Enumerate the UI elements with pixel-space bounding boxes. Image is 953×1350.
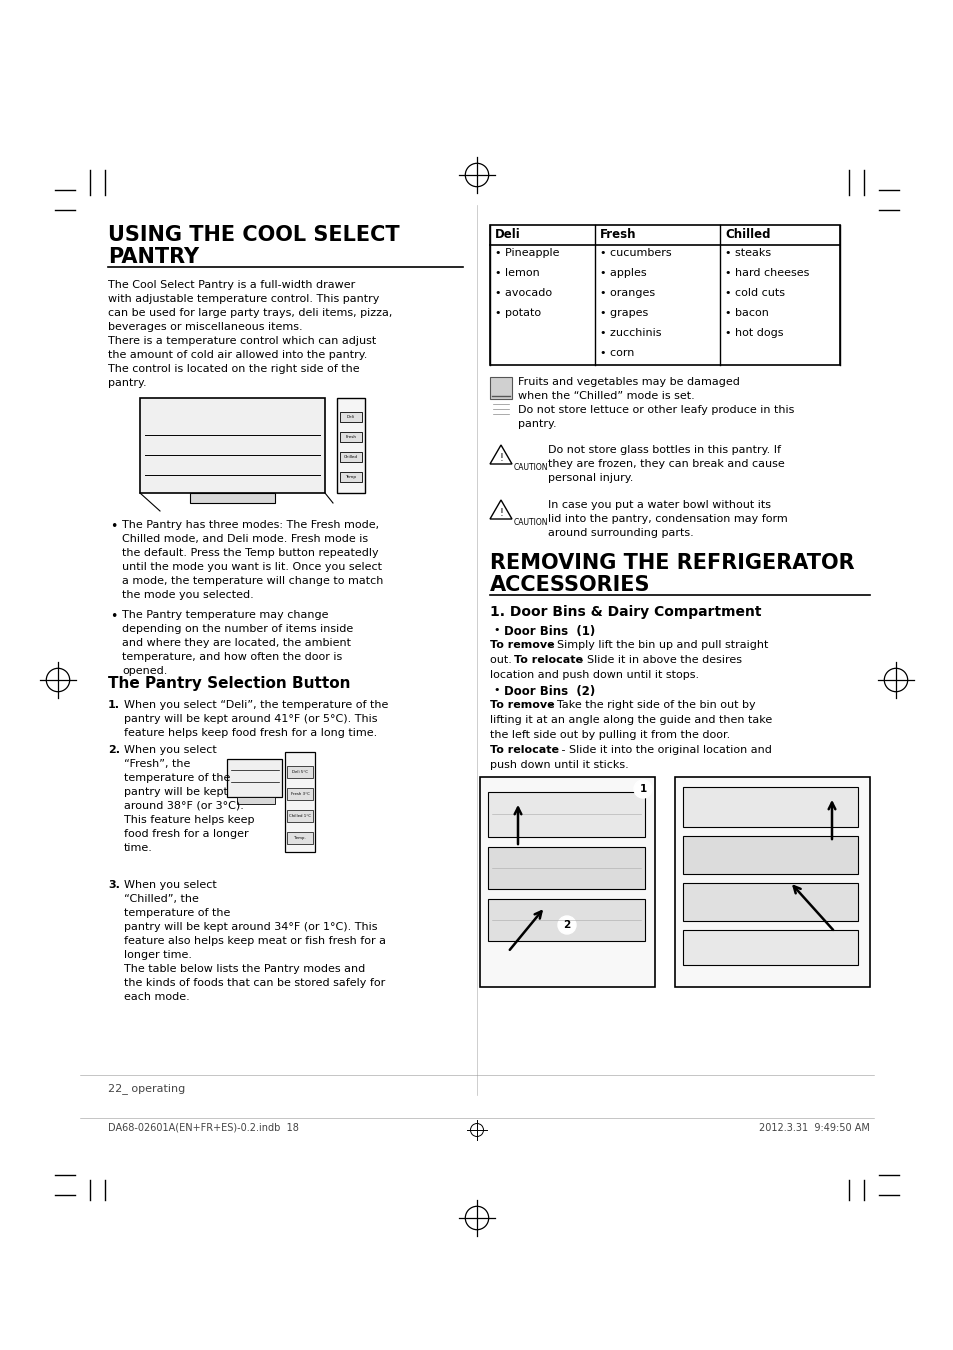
Text: In case you put a water bowl without its
lid into the pantry, condensation may f: In case you put a water bowl without its… (547, 500, 787, 539)
Text: Fresh 3°C: Fresh 3°C (291, 792, 309, 796)
Text: out.: out. (490, 655, 515, 666)
Text: Chilled: Chilled (344, 455, 357, 459)
Text: • cold cuts: • cold cuts (724, 288, 784, 298)
Text: - Simply lift the bin up and pull straight: - Simply lift the bin up and pull straig… (545, 640, 767, 649)
Text: 1.: 1. (108, 701, 120, 710)
Text: Temp.: Temp. (294, 836, 306, 840)
Bar (339, 412, 361, 423)
Bar (490, 377, 512, 400)
Text: When you select
“Chilled”, the
temperature of the
pantry will be kept around 34°: When you select “Chilled”, the temperatu… (124, 880, 386, 1002)
Text: Do not store glass bottles in this pantry. If
they are frozen, they can break an: Do not store glass bottles in this pantr… (547, 446, 784, 483)
Text: Deli: Deli (347, 414, 355, 418)
Text: • steaks: • steaks (724, 248, 770, 258)
Bar (287, 788, 313, 801)
Text: - Slide it into the original location and: - Slide it into the original location an… (558, 745, 771, 755)
Text: To remove: To remove (490, 701, 554, 710)
Text: Chilled 1°C: Chilled 1°C (289, 814, 311, 818)
Bar (285, 752, 314, 852)
Text: 1. Door Bins & Dairy Compartment: 1. Door Bins & Dairy Compartment (490, 605, 760, 620)
Text: 22_ operating: 22_ operating (108, 1083, 185, 1094)
Text: Temp: Temp (345, 475, 356, 479)
Text: - Take the right side of the bin out by: - Take the right side of the bin out by (545, 701, 755, 710)
Bar (227, 759, 282, 796)
Text: push down until it sticks.: push down until it sticks. (490, 760, 628, 770)
Bar (682, 836, 857, 873)
Text: The Cool Select Pantry is a full-width drawer
with adjustable temperature contro: The Cool Select Pantry is a full-width d… (108, 279, 392, 387)
Text: - Slide it in above the desires: - Slide it in above the desires (576, 655, 741, 666)
Text: location and push down until it stops.: location and push down until it stops. (490, 670, 699, 680)
Text: • hard cheeses: • hard cheeses (724, 269, 808, 278)
Text: Chilled: Chilled (724, 228, 770, 242)
Text: •: • (493, 625, 499, 634)
Bar (140, 398, 325, 493)
Bar (287, 765, 313, 778)
Bar (287, 832, 313, 844)
Text: USING THE COOL SELECT: USING THE COOL SELECT (108, 225, 399, 244)
Text: 2: 2 (563, 919, 570, 930)
Text: The Pantry has three modes: The Fresh mode,
Chilled mode, and Deli mode. Fresh m: The Pantry has three modes: The Fresh mo… (122, 520, 383, 599)
Circle shape (634, 780, 651, 798)
Text: To relocate: To relocate (490, 745, 558, 755)
Bar (675, 778, 869, 987)
Text: To relocate: To relocate (514, 655, 582, 666)
Text: • lemon: • lemon (495, 269, 539, 278)
Text: The Pantry temperature may change
depending on the number of items inside
and wh: The Pantry temperature may change depend… (122, 610, 353, 676)
Bar (339, 472, 361, 482)
Text: To remove: To remove (490, 640, 554, 649)
Text: REMOVING THE REFRIGERATOR: REMOVING THE REFRIGERATOR (490, 554, 854, 572)
Bar (490, 225, 840, 364)
Text: 1: 1 (639, 784, 646, 794)
Text: PANTRY: PANTRY (108, 247, 199, 267)
Text: !: ! (498, 508, 502, 518)
Text: Deli 5°C: Deli 5°C (292, 769, 308, 774)
Text: • zucchinis: • zucchinis (599, 328, 660, 338)
Text: !: ! (498, 454, 502, 463)
Bar (339, 452, 361, 462)
Text: ACCESSORIES: ACCESSORIES (490, 575, 650, 595)
Text: lifting it at an angle along the guide and then take: lifting it at an angle along the guide a… (490, 716, 771, 725)
Text: When you select “Deli”, the temperature of the
pantry will be kept around 41°F (: When you select “Deli”, the temperature … (124, 701, 388, 738)
Bar (682, 883, 857, 921)
Text: Door Bins  (1): Door Bins (1) (503, 625, 595, 639)
Circle shape (558, 917, 576, 934)
Text: Deli: Deli (495, 228, 520, 242)
Text: 2.: 2. (108, 745, 120, 755)
Bar (682, 930, 857, 965)
Text: Fresh: Fresh (345, 435, 356, 439)
Text: •: • (110, 610, 117, 622)
Bar (236, 796, 274, 805)
Text: When you select
“Fresh”, the
temperature of the
pantry will be kept
around 38°F : When you select “Fresh”, the temperature… (124, 745, 254, 853)
Bar (479, 778, 655, 987)
Bar (488, 899, 644, 941)
Text: • corn: • corn (599, 348, 634, 358)
Bar (190, 493, 274, 504)
Text: • potato: • potato (495, 308, 540, 319)
Text: DA68-02601A(EN+FR+ES)-0.2.indb  18: DA68-02601A(EN+FR+ES)-0.2.indb 18 (108, 1123, 298, 1133)
Text: • avocado: • avocado (495, 288, 552, 298)
Text: • hot dogs: • hot dogs (724, 328, 782, 338)
Text: The Pantry Selection Button: The Pantry Selection Button (108, 676, 350, 691)
Bar (339, 432, 361, 441)
Text: the left side out by pulling it from the door.: the left side out by pulling it from the… (490, 730, 729, 740)
Text: •: • (493, 684, 499, 695)
Bar (682, 787, 857, 828)
Text: CAUTION: CAUTION (514, 463, 548, 472)
Text: • oranges: • oranges (599, 288, 655, 298)
Text: CAUTION: CAUTION (514, 518, 548, 526)
Text: • cucumbers: • cucumbers (599, 248, 671, 258)
Text: •: • (110, 520, 117, 533)
Text: • bacon: • bacon (724, 308, 768, 319)
Text: • grapes: • grapes (599, 308, 648, 319)
Bar (336, 398, 365, 493)
Text: Door Bins  (2): Door Bins (2) (503, 684, 595, 698)
Text: 2012.3.31  9:49:50 AM: 2012.3.31 9:49:50 AM (759, 1123, 869, 1133)
Bar (488, 846, 644, 890)
Bar (287, 810, 313, 822)
Bar (488, 792, 644, 837)
Text: • Pineapple: • Pineapple (495, 248, 558, 258)
Text: Fruits and vegetables may be damaged
when the “Chilled” mode is set.
Do not stor: Fruits and vegetables may be damaged whe… (517, 377, 794, 429)
Text: 3.: 3. (108, 880, 120, 890)
Text: Fresh: Fresh (599, 228, 636, 242)
Text: • apples: • apples (599, 269, 646, 278)
